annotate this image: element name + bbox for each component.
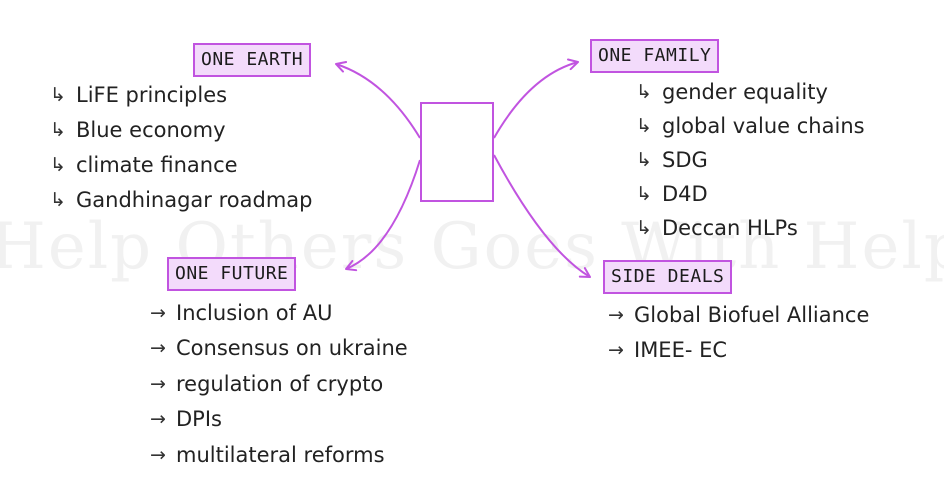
list-item: ↳ global value chains bbox=[636, 109, 865, 143]
list-item-text: Consensus on ukraine bbox=[176, 336, 408, 361]
list-item-text: Blue economy bbox=[76, 117, 226, 142]
side-deals-list: → Global Biofuel Alliance → IMEE- EC bbox=[608, 297, 869, 367]
list-item-text: regulation of crypto bbox=[176, 371, 384, 396]
one-family-list: ↳ gender equality ↳ global value chains ↳ S… bbox=[636, 75, 865, 245]
arrow-to-one-family bbox=[493, 58, 579, 139]
list-item: ↳ climate finance bbox=[50, 147, 313, 182]
right-arrow-icon: → bbox=[150, 372, 166, 395]
down-right-hook-arrow-icon: ↳ bbox=[50, 83, 66, 106]
right-arrow-icon: → bbox=[608, 303, 624, 326]
list-item: → DPIs bbox=[150, 402, 408, 438]
down-right-hook-arrow-icon: ↳ bbox=[636, 183, 652, 205]
list-item: ↳ Gandhinagar roadmap bbox=[50, 182, 313, 217]
one-family-heading: ONE FAMILY bbox=[590, 39, 720, 73]
arrow-to-one-earth bbox=[335, 61, 421, 139]
one-earth-heading: ONE EARTH bbox=[193, 43, 312, 77]
right-arrow-icon: → bbox=[150, 443, 166, 466]
center-node-box bbox=[420, 102, 494, 202]
list-item-text: DPIs bbox=[176, 407, 222, 432]
arrow-to-side-deals bbox=[493, 154, 591, 278]
down-right-hook-arrow-icon: ↳ bbox=[636, 149, 652, 171]
list-item: ↳ gender equality bbox=[636, 75, 865, 109]
one-earth-list: ↳ LiFE principles ↳ Blue economy ↳ climate … bbox=[50, 77, 313, 217]
list-item: ↳ LiFE principles bbox=[50, 77, 313, 112]
down-right-hook-arrow-icon: ↳ bbox=[50, 188, 66, 211]
down-right-hook-arrow-icon: ↳ bbox=[636, 217, 652, 239]
down-right-hook-arrow-icon: ↳ bbox=[636, 81, 652, 103]
right-arrow-icon: → bbox=[150, 301, 166, 324]
list-item: ↳ SDG bbox=[636, 143, 865, 177]
list-item: → Inclusion of AU bbox=[150, 295, 408, 331]
list-item-text: IMEE- EC bbox=[634, 337, 728, 362]
list-item: → regulation of crypto bbox=[150, 366, 408, 402]
list-item-text: Deccan HLPs bbox=[662, 216, 798, 240]
list-item: ↳ Blue economy bbox=[50, 112, 313, 147]
one-future-heading: ONE FUTURE bbox=[167, 257, 297, 291]
down-right-hook-arrow-icon: ↳ bbox=[50, 153, 66, 176]
watermark-text: Help Others Goes With Help bbox=[0, 210, 944, 284]
side-deals-heading: SIDE DEALS bbox=[603, 260, 733, 294]
list-item: → Consensus on ukraine bbox=[150, 331, 408, 367]
down-right-hook-arrow-icon: ↳ bbox=[636, 115, 652, 137]
list-item-text: LiFE principles bbox=[76, 82, 228, 107]
list-item-text: D4D bbox=[662, 182, 708, 206]
list-item: ↳ Deccan HLPs bbox=[636, 211, 865, 245]
list-item: → Global Biofuel Alliance bbox=[608, 297, 869, 332]
list-item: → multilateral reforms bbox=[150, 437, 408, 473]
list-item-text: Global Biofuel Alliance bbox=[634, 302, 870, 327]
list-item-text: SDG bbox=[662, 148, 708, 172]
list-item: ↳ D4D bbox=[636, 177, 865, 211]
list-item: → IMEE- EC bbox=[608, 332, 869, 367]
right-arrow-icon: → bbox=[608, 338, 624, 361]
one-future-list: → Inclusion of AU → Consensus on ukraine →… bbox=[150, 295, 408, 473]
down-right-hook-arrow-icon: ↳ bbox=[50, 118, 66, 141]
list-item-text: global value chains bbox=[662, 114, 865, 138]
list-item-text: multilateral reforms bbox=[176, 442, 385, 467]
right-arrow-icon: → bbox=[150, 337, 166, 360]
arrow-to-one-future bbox=[345, 159, 421, 272]
list-item-text: Gandhinagar roadmap bbox=[76, 187, 313, 212]
list-item-text: gender equality bbox=[662, 80, 828, 104]
list-item-text: climate finance bbox=[76, 152, 238, 177]
list-item-text: Inclusion of AU bbox=[176, 300, 333, 325]
right-arrow-icon: → bbox=[150, 408, 166, 431]
